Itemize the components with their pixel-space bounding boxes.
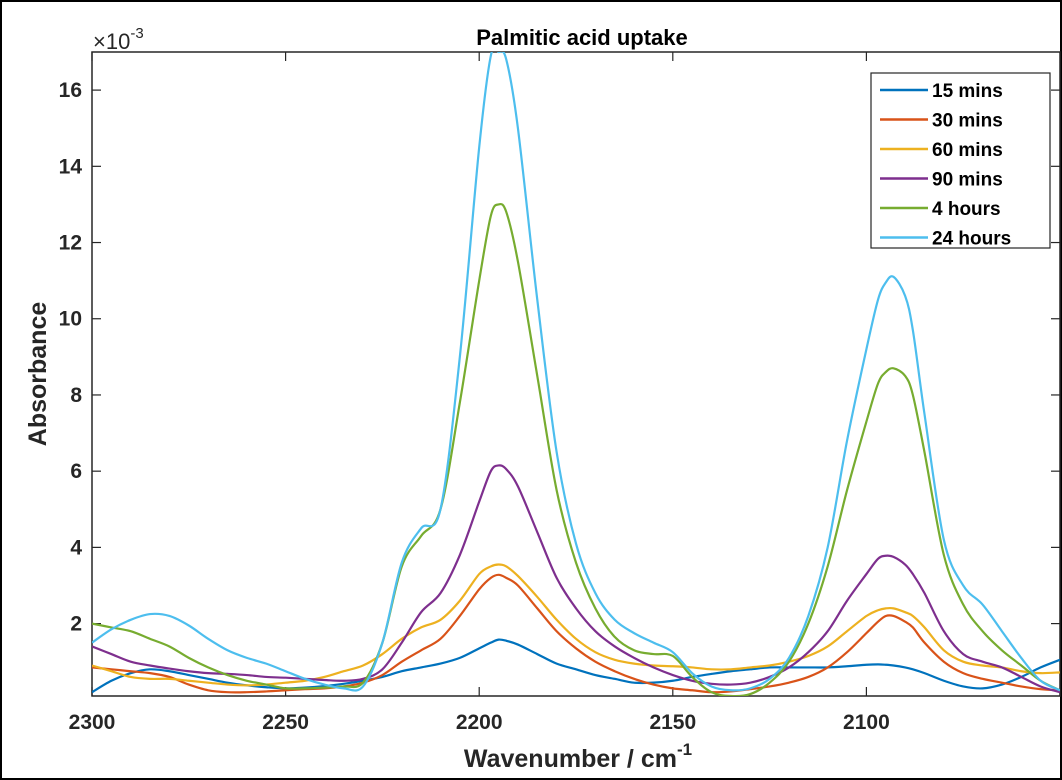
y-tick-label: 4 [70, 536, 82, 559]
legend-label: 4 hours [932, 199, 1001, 220]
x-axis-title-sup: -1 [677, 740, 692, 759]
legend-box [870, 72, 1051, 249]
series-line-90-mins [92, 464, 1060, 694]
axis-ticks: 2300 2250 2200 2150 2100 2 4 6 8 10 12 14 16 [59, 52, 1060, 734]
x-tick-label: 2200 [456, 711, 503, 734]
x-axis-title-main: Wavenumber / cm [464, 745, 677, 773]
y-exponent-power: -3 [130, 25, 143, 42]
y-tick-label: 8 [70, 384, 82, 407]
legend-label: 15 mins [932, 81, 1003, 102]
legend: 15 mins 30 mins 60 mins 90 mins 4 hours 24 ho… [870, 72, 1051, 250]
x-axis-title: Wavenumber / cm-1 [464, 740, 692, 773]
series-line-30-mins [92, 573, 1060, 694]
y-exponent-label: ×10-3 [93, 25, 144, 54]
axes-box [91, 51, 1061, 697]
svg-text:×10-3: ×10-3 [93, 25, 144, 54]
x-tick-label: 2300 [69, 711, 116, 734]
y-exponent-prefix: ×10 [93, 29, 130, 54]
y-tick-label: 10 [59, 308, 82, 331]
series-line-4-hours [92, 202, 1060, 696]
y-axis-title: Absorbance [24, 302, 52, 447]
legend-label: 30 mins [932, 111, 1003, 132]
series-lines [92, 52, 1060, 696]
legend-label: 90 mins [932, 170, 1003, 191]
y-tick-label: 6 [70, 460, 82, 483]
x-tick-label: 2250 [262, 711, 309, 734]
legend-label: 60 mins [932, 140, 1003, 161]
x-tick-label: 2150 [649, 711, 696, 734]
y-tick-label: 2 [70, 613, 82, 636]
x-tick-label: 2100 [843, 711, 890, 734]
chart-title: Palmitic acid uptake [476, 25, 688, 50]
y-tick-label: 14 [59, 155, 83, 178]
series-line-60-mins [92, 563, 1060, 687]
legend-label: 24 hours [932, 229, 1011, 250]
y-tick-label: 12 [59, 232, 82, 255]
y-tick-label: 16 [59, 79, 82, 102]
series-line-24-hours [92, 52, 1060, 692]
series-line-15-mins [92, 638, 1060, 694]
